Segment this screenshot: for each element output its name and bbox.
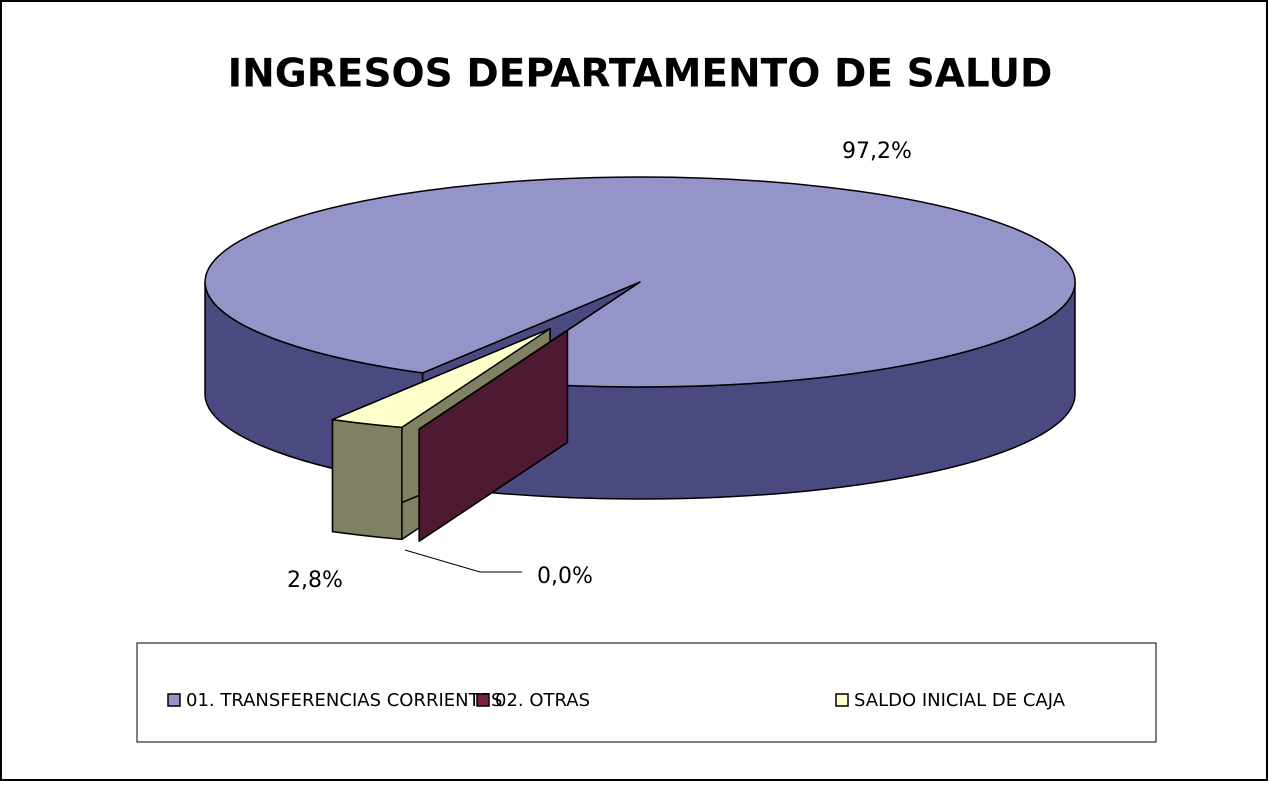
legend-box <box>136 642 1157 743</box>
chart-title: INGRESOS DEPARTAMENTO DE SALUD <box>228 52 1053 97</box>
legend-swatch <box>167 693 181 707</box>
legend-label: SALDO INICIAL DE CAJA <box>854 690 1066 711</box>
legend-label: 02. OTRAS <box>495 690 590 711</box>
slice <box>418 329 569 430</box>
data-label: 2,8% <box>287 568 343 593</box>
legend-label: 01. TRANSFERENCIAS CORRIENTES <box>186 690 502 711</box>
leader-line <box>404 549 522 573</box>
slice-side <box>331 418 403 541</box>
data-label: 0,0% <box>537 564 593 589</box>
slice <box>204 176 1076 388</box>
legend-swatch <box>835 693 849 707</box>
legend-swatch <box>476 693 490 707</box>
slice <box>331 327 551 429</box>
data-label: 97,2% <box>842 139 912 164</box>
